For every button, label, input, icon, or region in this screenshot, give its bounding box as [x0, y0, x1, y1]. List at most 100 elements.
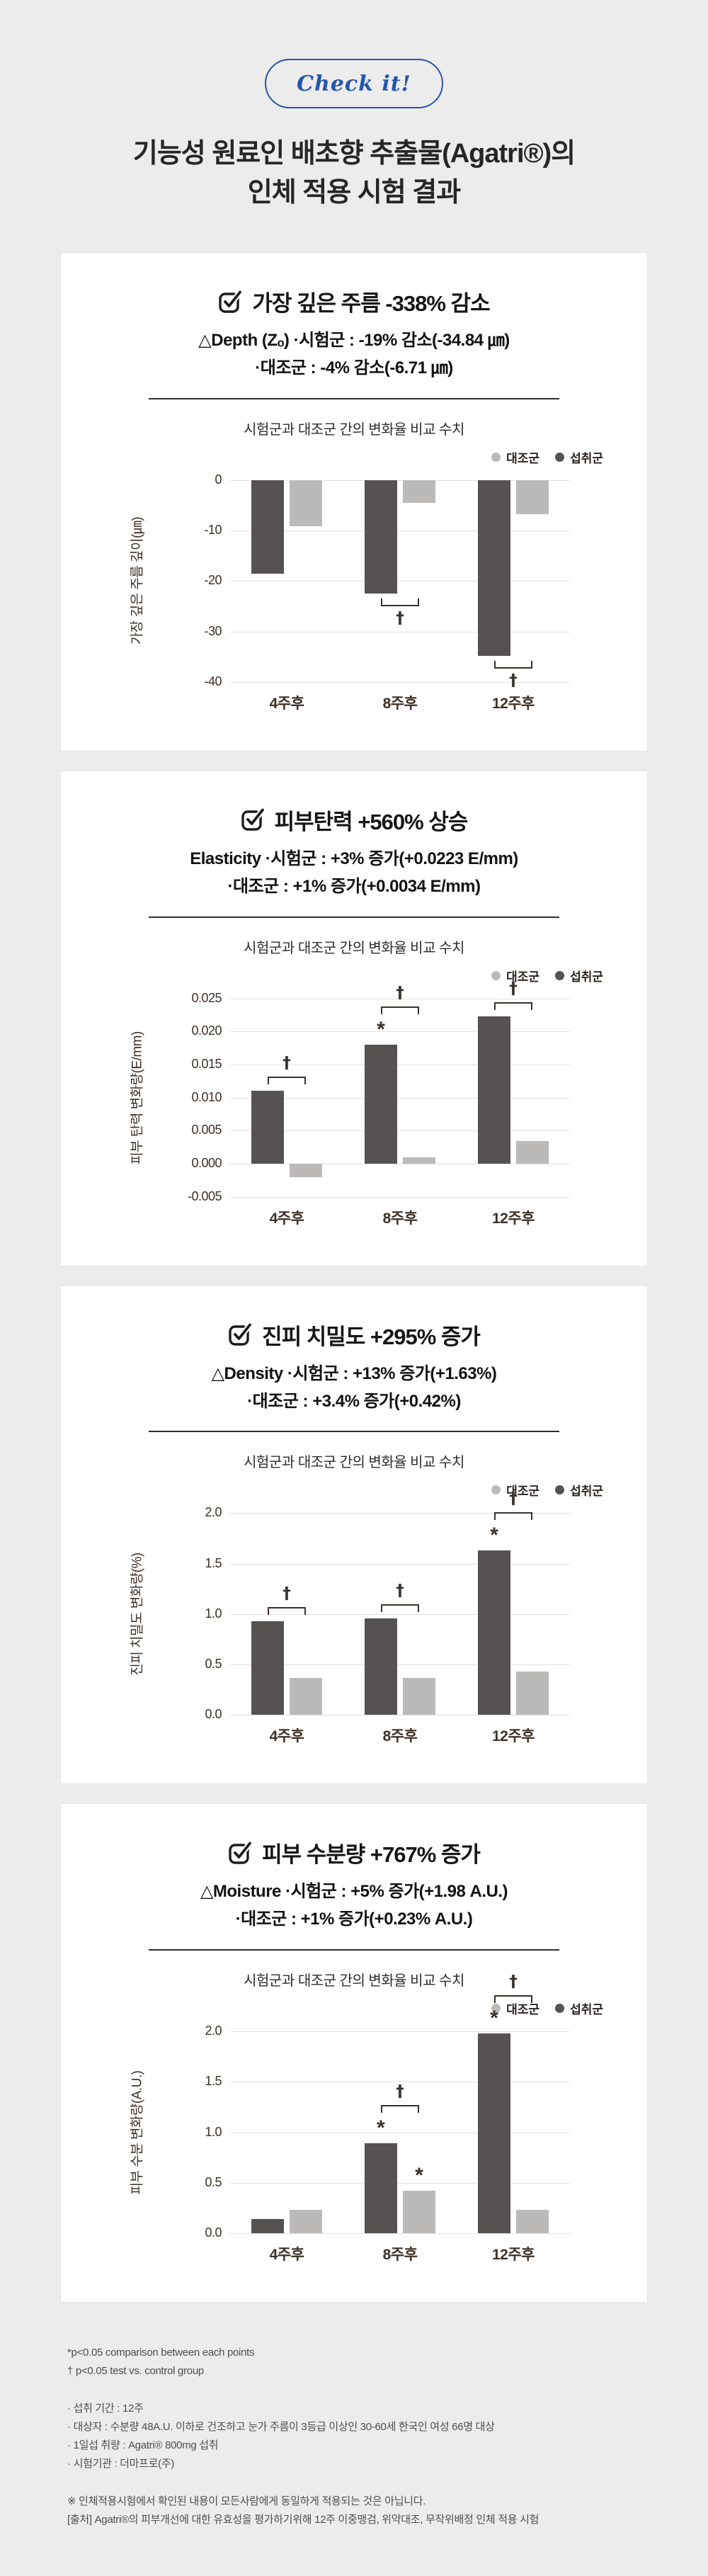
control-group-bar	[290, 1677, 322, 1715]
card-heading: 피부 수분량 +767% 증가	[61, 1837, 647, 1868]
y-tick-label: 0.5	[205, 1657, 222, 1672]
plot-area: 2.0 1.5 1.0 0.5 0.0 4주후 † 8주후 † 12주후 * †	[205, 1491, 570, 1744]
result-card-moisture: 피부 수분량 +767% 증가 △Moisture ·시험군 : +5% 증가(…	[60, 1803, 648, 2303]
control-group-bar	[403, 1157, 435, 1164]
x-category-label: 12주후	[492, 1210, 535, 1227]
footnote-study-details: · 섭취 기간 : 12주 · 대상자 : 수분량 48A.U. 이하로 건조하…	[67, 2400, 708, 2474]
significance-bracket-leg	[531, 1514, 532, 1521]
x-category-label: 12주후	[492, 695, 535, 712]
significance-bracket	[381, 1006, 419, 1009]
significance-bracket-leg	[418, 1008, 419, 1015]
y-axis-label: 피부 수분 변화량(A.U.)	[130, 2070, 145, 2195]
divider	[149, 916, 559, 918]
checkbox-check-icon	[219, 290, 243, 313]
legend-item-control: 대조군	[491, 1481, 539, 1499]
gridline	[230, 530, 570, 532]
legend-item-test: 섭취군	[555, 1999, 603, 2017]
card-heading: 피부탄력 +560% 상승	[61, 804, 647, 836]
significance-star: *	[490, 2007, 498, 2031]
gridline	[230, 1031, 570, 1033]
checkbox-check-icon	[241, 808, 265, 832]
legend-item-control: 대조군	[491, 448, 539, 466]
significance-star: *	[415, 2164, 423, 2188]
test-dot-icon	[555, 970, 565, 980]
gridline	[230, 480, 570, 481]
page-title-line2: 인체 적용 시험 결과	[247, 178, 461, 208]
x-category-label: 4주후	[269, 695, 304, 712]
control-group-bar	[403, 2191, 435, 2234]
legend-item-control: 대조군	[491, 967, 539, 985]
chart-legend: 대조군 섭취군	[85, 448, 623, 466]
card-subtitle: △Moisture ·시험군 : +5% 증가(+1.98 A.U.) ·대조군…	[61, 1878, 647, 1934]
significance-star: *	[377, 1018, 385, 1042]
legend-item-test: 섭취군	[555, 448, 603, 466]
y-tick-label: 0.5	[205, 2174, 222, 2189]
y-tick-label: -40	[204, 674, 222, 688]
gridline	[230, 1130, 570, 1132]
y-axis-label: 가장 깊은 주름 깊이(㎛)	[130, 517, 145, 645]
x-category-label: 12주후	[492, 2247, 535, 2264]
y-tick-label: 0.0	[205, 2225, 222, 2240]
significance-bracket-leg	[531, 661, 532, 668]
check-it-badge: Check it!	[265, 59, 443, 108]
chart-legend: 대조군 섭취군	[85, 967, 623, 985]
card-heading-text: 피부 수분량 +767% 증가	[262, 1842, 481, 1868]
test-group-bar	[251, 1621, 284, 1715]
significance-bracket	[268, 1606, 306, 1608]
card-subtitle: Elasticity ·시험군 : +3% 증가(+0.0223 E/mm) ·…	[61, 846, 647, 901]
test-dot-icon	[555, 1485, 565, 1495]
plot-area: 0 -10 -20 -30 -40 4주후 8주후 † 12주후 †	[204, 472, 570, 712]
footnote-subjects: · 대상자 : 수분량 48A.U. 이하로 건조하고 눈가 주름이 3등급 이…	[67, 2420, 495, 2433]
y-tick-label: -30	[204, 623, 222, 638]
check-it-badge-label: Check it!	[297, 71, 411, 96]
elasticity-bar-chart: 대조군 섭취군 피부 탄력 변화량(E/mm) 0.025 0.020 0.015 0…	[85, 967, 623, 1236]
x-category-label: 8주후	[382, 695, 418, 712]
test-group-bar	[478, 1550, 510, 1715]
card-sub-line1: △Depth (Zₒ) ·시험군 : -19% 감소(-34.84 ㎛)	[198, 331, 510, 351]
significance-bracket-leg	[494, 661, 496, 668]
y-tick-label: 2.0	[205, 1505, 222, 1520]
significance-dagger: †	[282, 1584, 291, 1603]
dermal-density-bar-chart: 대조군 섭취군 진피 치밀도 변화량(%) 2.0 1.5 1.0 0.5 0.0 4주후…	[85, 1481, 623, 1754]
control-group-bar	[516, 480, 549, 514]
significance-bracket	[494, 1002, 532, 1004]
result-card-dermal-density: 진피 치밀도 +295% 증가 △Density ·시험군 : +13% 증가(…	[60, 1285, 648, 1785]
footnote-dose: · 1일섭 취량 : Agatri® 800mg 섭취	[67, 2439, 219, 2452]
control-dot-icon	[491, 2004, 501, 2014]
card-subtitle: △Density ·시험군 : +13% 증가(+1.63%) ·대조군 : +…	[61, 1361, 647, 1416]
control-group-bar	[403, 480, 435, 503]
significance-bracket-leg	[381, 1605, 382, 1612]
checkbox-check-icon	[229, 1323, 253, 1346]
legend-item-test: 섭취군	[555, 1481, 603, 1499]
significance-bracket-leg	[381, 1008, 382, 1015]
control-group-bar	[290, 480, 322, 527]
chart-legend: 대조군 섭취군	[85, 1481, 623, 1499]
control-group-bar	[403, 1677, 435, 1715]
result-card-wrinkle: 가장 깊은 주름 -338% 감소 △Depth (Zₒ) ·시험군 : -19…	[60, 252, 648, 751]
x-category-label: 8주후	[382, 1728, 418, 1745]
test-group-bar	[365, 2143, 397, 2234]
plot-area: 0.025 0.020 0.015 0.010 0.005 0.000 -0.005 4주후 †…	[188, 980, 570, 1227]
plot-area: 2.0 1.5 1.0 0.5 0.0 4주후 8주후 * * † 12주후 * †	[205, 1974, 570, 2263]
test-group-bar	[365, 1045, 397, 1164]
card-heading-text: 진피 치밀도 +295% 증가	[262, 1324, 481, 1349]
significance-dagger: †	[509, 1490, 518, 1509]
significance-bracket-leg	[381, 2106, 382, 2113]
x-category-label: 4주후	[269, 2247, 304, 2264]
test-group-bar	[251, 2219, 284, 2234]
y-axis-label: 진피 치밀도 변화량(%)	[130, 1553, 145, 1676]
card-heading-text: 피부탄력 +560% 상승	[274, 809, 469, 834]
significance-dagger: †	[396, 609, 404, 628]
test-group-bar	[478, 1016, 510, 1164]
divider	[149, 1949, 559, 1951]
x-category-label: 12주후	[492, 1728, 535, 1745]
card-heading-text: 가장 깊은 주름 -338% 감소	[252, 291, 490, 317]
gridline	[230, 1613, 570, 1615]
significance-dagger: †	[282, 1054, 291, 1073]
test-dot-icon	[555, 2004, 565, 2014]
significance-bracket	[381, 1604, 419, 1606]
moisture-bar-chart: 대조군 섭취군 피부 수분 변화량(A.U.) 2.0 1.5 1.0 0.5 0.0 4…	[85, 1974, 623, 2272]
significance-bracket-leg	[531, 1997, 532, 2004]
significance-dagger: †	[396, 2082, 404, 2101]
